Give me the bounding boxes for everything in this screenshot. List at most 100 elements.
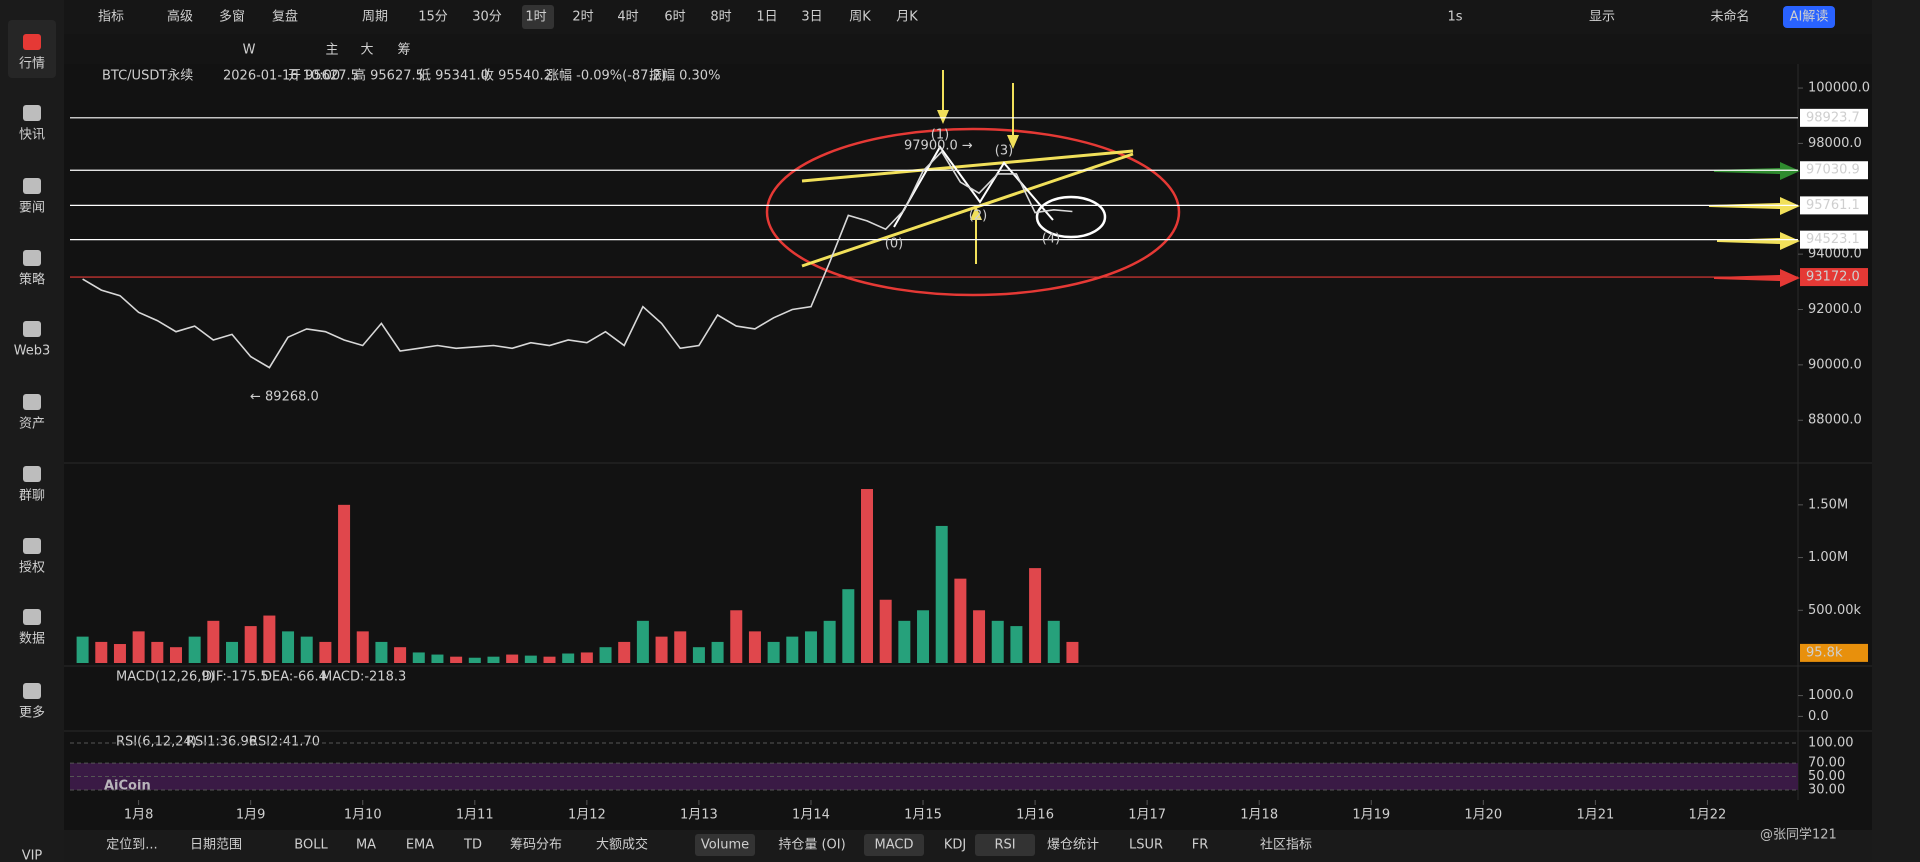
- y-tick-label: 90000.0: [1808, 357, 1862, 372]
- level-label-box: [1800, 196, 1868, 215]
- price-line: [82, 150, 1073, 369]
- drawing-tool[interactable]: 大: [360, 43, 373, 58]
- toolbar-item[interactable]: 15分: [418, 10, 448, 25]
- toolbar-right[interactable]: 显示: [1589, 10, 1615, 25]
- volume-bar: [580, 652, 593, 663]
- info-item: 振幅 0.30%: [649, 69, 720, 84]
- x-tick-label: 1月21: [1576, 808, 1614, 823]
- bottom-tab[interactable]: EMA: [406, 838, 434, 853]
- bottom-tab[interactable]: FR: [1192, 838, 1209, 853]
- sidebar-item[interactable]: 数据: [19, 632, 45, 647]
- bottom-tab[interactable]: MA: [356, 838, 376, 853]
- volume-bar: [711, 641, 724, 663]
- x-tick-label: 1月15: [904, 808, 942, 823]
- level-label: 97030.9: [1806, 163, 1860, 178]
- bottom-tab[interactable]: TD: [463, 838, 482, 853]
- info-item: 开 95627.5: [288, 69, 359, 84]
- toolbar-item[interactable]: 周期: [362, 10, 388, 25]
- toolbar-item[interactable]: 1时: [525, 10, 546, 25]
- price-annotation: 97900.0 →: [904, 139, 973, 154]
- volume-bar: [506, 654, 519, 663]
- x-tick-label: 1月18: [1240, 808, 1278, 823]
- drawing-tool[interactable]: W: [243, 43, 256, 58]
- toolbar-item[interactable]: 周K: [849, 10, 871, 25]
- drawing-tool[interactable]: 筹: [397, 42, 410, 58]
- sidebar-item[interactable]: 更多: [19, 705, 45, 721]
- bottom-tab[interactable]: LSUR: [1129, 838, 1163, 853]
- bottom-tab[interactable]: 定位到...: [106, 838, 157, 853]
- toolbar-item[interactable]: 复盘: [272, 9, 298, 25]
- sidebar-item[interactable]: 资产: [19, 417, 45, 432]
- x-tick-label: 1月12: [568, 808, 606, 823]
- volume-bar: [1047, 620, 1060, 663]
- toolbar-right[interactable]: 1s: [1447, 10, 1462, 25]
- toolbar-item[interactable]: 月K: [896, 10, 918, 25]
- bottom-tab[interactable]: 持仓量 (OI): [778, 838, 845, 853]
- y-tick-label: 50.00: [1808, 769, 1845, 784]
- toolbar-right[interactable]: 未命名: [1710, 9, 1749, 25]
- sidebar-item[interactable]: VIP: [22, 849, 43, 862]
- toolbar-item[interactable]: 多窗: [219, 9, 245, 25]
- volume-bar: [991, 620, 1004, 663]
- y-tick-label: 100.00: [1808, 736, 1854, 751]
- toolbar-item[interactable]: 1日: [756, 10, 777, 25]
- y-tick-label: 1000.0: [1808, 688, 1854, 703]
- toolbar-item[interactable]: 指标: [98, 10, 124, 25]
- y-tick-label: 1.50M: [1808, 497, 1848, 512]
- bottom-tab[interactable]: BOLL: [294, 838, 328, 853]
- sidebar-icon: [23, 466, 41, 482]
- arrow-head: [937, 110, 949, 124]
- toolbar-item[interactable]: 8时: [710, 10, 731, 25]
- volume-bar: [356, 631, 369, 663]
- sidebar-item[interactable]: 快讯: [19, 128, 45, 143]
- toolbar-item[interactable]: 2时: [572, 10, 593, 25]
- level-label: 98923.7: [1806, 110, 1860, 125]
- bottom-tab[interactable]: 爆仓统计: [1047, 838, 1099, 853]
- toolbar-item[interactable]: 4时: [617, 10, 638, 25]
- info-item: 高 95627.5: [353, 68, 424, 84]
- sidebar-item[interactable]: 要闻: [19, 201, 45, 216]
- y-tick-label: 94000.0: [1808, 247, 1862, 262]
- volume-bar: [823, 620, 836, 663]
- sidebar-item[interactable]: 授权: [19, 560, 45, 576]
- bottom-tab[interactable]: KDJ: [944, 838, 966, 853]
- bottom-tab[interactable]: RSI: [994, 838, 1015, 853]
- volume-bar: [786, 636, 799, 663]
- bottom-tab[interactable]: 社区指标: [1260, 837, 1312, 853]
- y-tick-label: 98000.0: [1808, 136, 1862, 151]
- info-item: 涨幅 -0.09%(-87.2): [546, 69, 666, 84]
- sidebar-item[interactable]: 行情: [19, 57, 45, 72]
- bottom-tab[interactable]: Volume: [701, 838, 749, 853]
- volume-bar: [431, 654, 444, 663]
- bottom-tab-selected: [975, 834, 1035, 856]
- rsi-label: RSI1:36.96: [186, 735, 257, 750]
- toolbar-right[interactable]: AI解读: [1790, 10, 1829, 25]
- volume-bar: [450, 656, 463, 663]
- sidebar-item[interactable]: 群聊: [19, 489, 45, 504]
- volume-bar: [879, 599, 892, 663]
- wave-label: (2): [969, 209, 987, 224]
- toolbar-item[interactable]: 3日: [801, 10, 822, 25]
- y-tick-label: 100000.0: [1808, 81, 1870, 96]
- toolbar-item[interactable]: 30分: [472, 10, 502, 25]
- bottom-tab[interactable]: 筹码分布: [510, 837, 562, 853]
- bottom-tab[interactable]: 大额成交: [596, 837, 648, 853]
- sidebar-icon: [23, 105, 41, 121]
- sidebar-icon: [23, 538, 41, 554]
- volume-bar: [1029, 568, 1042, 663]
- sidebar-item[interactable]: Web3: [14, 344, 51, 359]
- volume-bar: [226, 641, 239, 663]
- bottom-tab[interactable]: 日期范围: [190, 838, 242, 853]
- drawing-tool[interactable]: 主: [325, 43, 338, 58]
- bottom-tab-selected: [695, 834, 755, 856]
- y-tick-label: 70.00: [1808, 756, 1845, 771]
- volume-bar: [188, 636, 201, 663]
- volume-bar: [692, 647, 705, 663]
- volume-bar: [730, 610, 743, 663]
- toolbar-item[interactable]: 高级: [167, 9, 193, 25]
- volume-bar: [1066, 641, 1079, 663]
- sidebar-item[interactable]: 策略: [19, 272, 45, 288]
- toolbar-item[interactable]: 6时: [664, 10, 685, 25]
- bottom-tab[interactable]: MACD: [875, 838, 914, 853]
- y-tick-label: 0.0: [1808, 709, 1829, 724]
